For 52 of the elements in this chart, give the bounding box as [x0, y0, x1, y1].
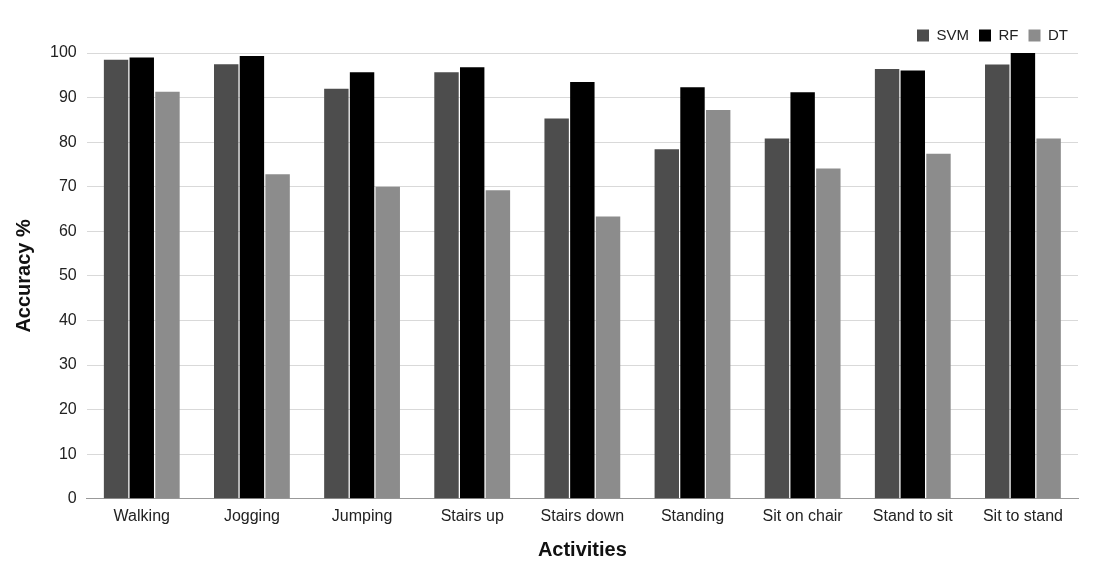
- x-tick-label: Stairs up: [440, 506, 504, 524]
- bar: [434, 72, 459, 499]
- bar: [790, 92, 815, 499]
- bar: [654, 149, 679, 499]
- bar: [985, 64, 1010, 499]
- y-tick-label: 40: [58, 310, 77, 328]
- legend-label: RF: [998, 25, 1019, 43]
- y-axis-title: Accuracy %: [11, 218, 34, 333]
- bar: [900, 70, 925, 499]
- bar: [544, 118, 569, 499]
- bar: [375, 186, 400, 499]
- bar: [1036, 138, 1061, 499]
- x-tick-label: Stairs down: [540, 506, 625, 524]
- bar: [570, 81, 595, 499]
- y-tick-label: 60: [58, 221, 77, 239]
- bar: [764, 138, 790, 499]
- bar: [485, 190, 511, 499]
- y-tick-label: 20: [58, 400, 77, 418]
- legend-label: DT: [1048, 25, 1068, 43]
- x-tick-label: Jogging: [223, 506, 280, 524]
- x-tick-label: Stand to sit: [872, 506, 954, 524]
- y-tick-label: 50: [58, 266, 77, 284]
- y-tick-label: 90: [58, 87, 77, 105]
- x-tick-label: Sit on chair: [762, 506, 844, 524]
- legend-label: SVM: [936, 25, 970, 43]
- bar: [349, 72, 375, 499]
- bar: [103, 59, 129, 499]
- bar: [239, 56, 265, 499]
- y-tick-label: 30: [58, 355, 77, 373]
- bar: [129, 57, 154, 499]
- bar: [926, 153, 951, 499]
- y-tick-label: 0: [67, 489, 77, 507]
- x-tick-label: Walking: [113, 506, 170, 524]
- bar: [705, 110, 731, 499]
- bar: [874, 69, 900, 499]
- bar: [1010, 53, 1036, 499]
- bar: [265, 174, 290, 499]
- bar: [214, 64, 239, 499]
- x-tick-label: Jumping: [331, 506, 393, 524]
- bar: [680, 87, 705, 499]
- bar: [816, 168, 841, 499]
- bar: [155, 91, 180, 499]
- x-tick-label: Standing: [660, 506, 725, 524]
- bar: [460, 67, 485, 499]
- x-tick-label: Sit to stand: [982, 506, 1063, 524]
- bar: [595, 216, 621, 499]
- y-tick-label: 70: [58, 177, 77, 195]
- y-tick-label: 100: [49, 43, 77, 61]
- x-axis-title: Activities: [537, 537, 627, 560]
- bar: [324, 88, 349, 499]
- y-tick-label: 10: [58, 444, 77, 462]
- y-tick-label: 80: [58, 132, 77, 150]
